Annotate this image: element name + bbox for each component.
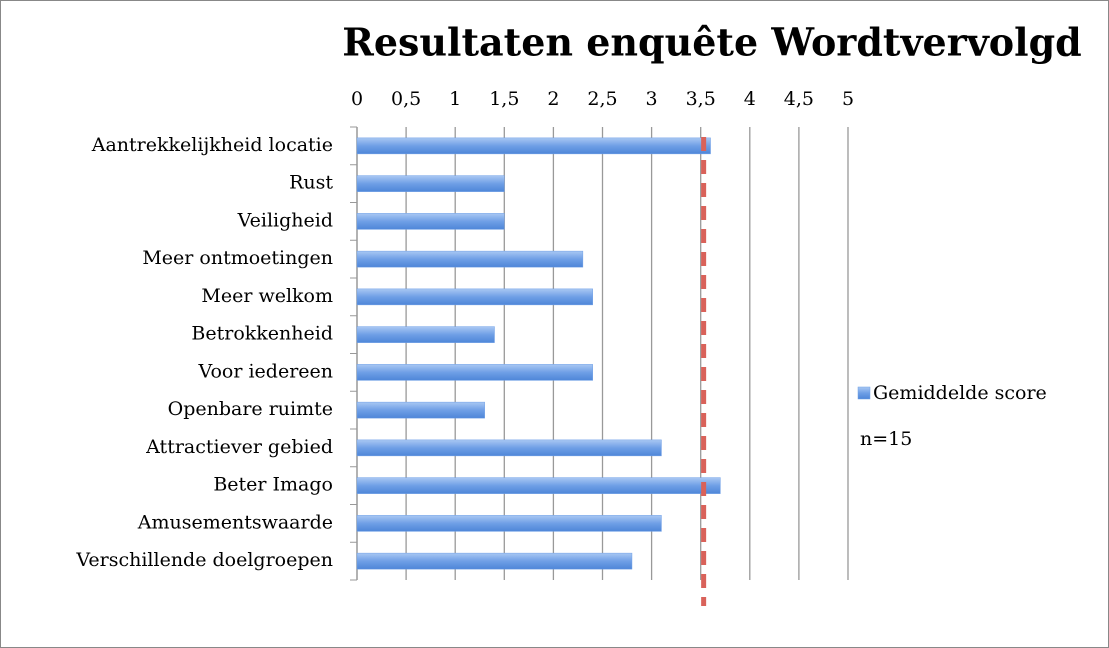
x-tick-label: 1,5 (489, 88, 519, 110)
legend-label: Gemiddelde score (873, 382, 1047, 404)
y-tick-label: Verschillende doelgroepen (75, 549, 333, 571)
bar (356, 326, 495, 343)
y-tick-label: Rust (289, 172, 333, 194)
y-tick-label: Attractiever gebied (145, 436, 333, 458)
bar (356, 515, 662, 532)
x-tick-label: 4 (744, 88, 756, 110)
y-tick-label: Voor iedereen (197, 360, 333, 382)
y-tick-label: Openbare ruimte (168, 398, 333, 420)
y-tick-label: Aantrekkelijkheid locatie (91, 134, 333, 156)
bar (356, 439, 662, 457)
bar (356, 477, 721, 494)
annotation: n=15 (860, 428, 912, 450)
x-tick-label: 2,5 (587, 88, 617, 110)
x-tick-label: 0 (351, 88, 363, 110)
bar (356, 137, 711, 155)
y-tick-label: Amusementswaarde (137, 511, 333, 533)
bar (356, 175, 505, 192)
bar (356, 213, 505, 230)
y-tick-label: Meer welkom (201, 285, 333, 307)
x-tick-label: 4,5 (784, 88, 814, 110)
bar (356, 250, 584, 268)
y-tick-label: Betrokkenheid (191, 323, 333, 345)
x-tick-label: 0,5 (391, 88, 421, 110)
x-tick-label: 2 (547, 88, 559, 110)
bar (356, 401, 485, 419)
chart-title: Resultaten enquête Wordtvervolgd (342, 20, 1081, 65)
y-tick-label: Beter Imago (213, 474, 333, 496)
y-tick-label: Veiligheid (237, 209, 333, 231)
x-tick-label: 1 (449, 88, 461, 110)
x-tick-label: 3,5 (686, 88, 716, 110)
bar (356, 288, 593, 306)
bar (356, 364, 593, 381)
legend-swatch (857, 386, 871, 400)
x-tick-label: 3 (646, 88, 658, 110)
bar (356, 552, 633, 570)
y-tick-label: Meer ontmoetingen (142, 247, 333, 269)
x-tick-label: 5 (842, 88, 854, 110)
